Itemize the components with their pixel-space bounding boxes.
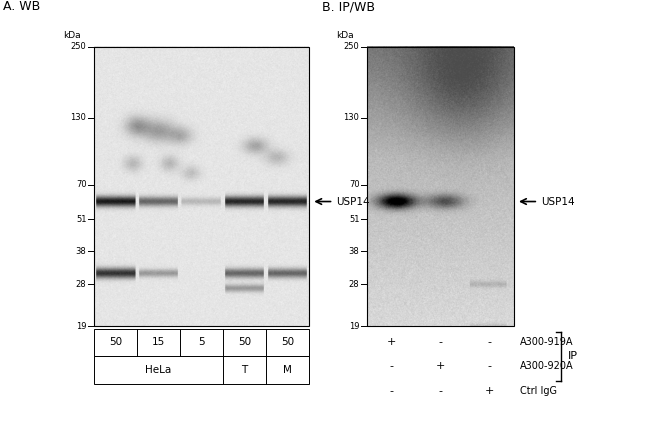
Text: kDa: kDa [64, 31, 81, 40]
Text: 70: 70 [349, 180, 359, 189]
Text: -: - [438, 337, 443, 347]
Text: 130: 130 [71, 113, 86, 122]
Bar [367, 47, 514, 326]
Text: A300-919A: A300-919A [520, 337, 573, 347]
Text: 70: 70 [76, 180, 86, 189]
Text: T: T [241, 365, 248, 375]
Text: HeLa: HeLa [146, 365, 172, 375]
Bar [94, 329, 309, 356]
Text: 38: 38 [75, 246, 86, 256]
Text: 50: 50 [109, 337, 122, 347]
Text: 28: 28 [349, 280, 359, 289]
Text: IP: IP [567, 351, 577, 361]
Text: USP14: USP14 [336, 197, 370, 206]
Text: -: - [389, 386, 394, 396]
Text: -: - [389, 361, 394, 371]
Text: 250: 250 [344, 42, 359, 51]
Bar [94, 47, 309, 326]
Text: 250: 250 [71, 42, 86, 51]
Text: B. IP/WB: B. IP/WB [322, 0, 375, 13]
Text: 50: 50 [238, 337, 251, 347]
Text: 5: 5 [198, 337, 205, 347]
Text: M: M [283, 365, 292, 375]
Text: 38: 38 [348, 246, 359, 256]
Text: 51: 51 [349, 214, 359, 224]
Text: Ctrl IgG: Ctrl IgG [520, 386, 557, 396]
Text: 28: 28 [76, 280, 86, 289]
Text: 15: 15 [152, 337, 165, 347]
Text: +: + [436, 361, 445, 371]
Text: A300-920A: A300-920A [520, 361, 573, 371]
Text: +: + [484, 386, 494, 396]
Text: USP14: USP14 [541, 197, 575, 206]
Text: -: - [438, 386, 443, 396]
Text: kDa: kDa [337, 31, 354, 40]
Bar [94, 356, 309, 384]
Text: +: + [387, 337, 396, 347]
Text: -: - [487, 337, 491, 347]
Text: -: - [487, 361, 491, 371]
Text: 51: 51 [76, 214, 86, 224]
Text: A. WB: A. WB [3, 0, 40, 13]
Text: 19: 19 [76, 322, 86, 331]
Text: 130: 130 [344, 113, 359, 122]
Text: 50: 50 [281, 337, 294, 347]
Text: 19: 19 [349, 322, 359, 331]
